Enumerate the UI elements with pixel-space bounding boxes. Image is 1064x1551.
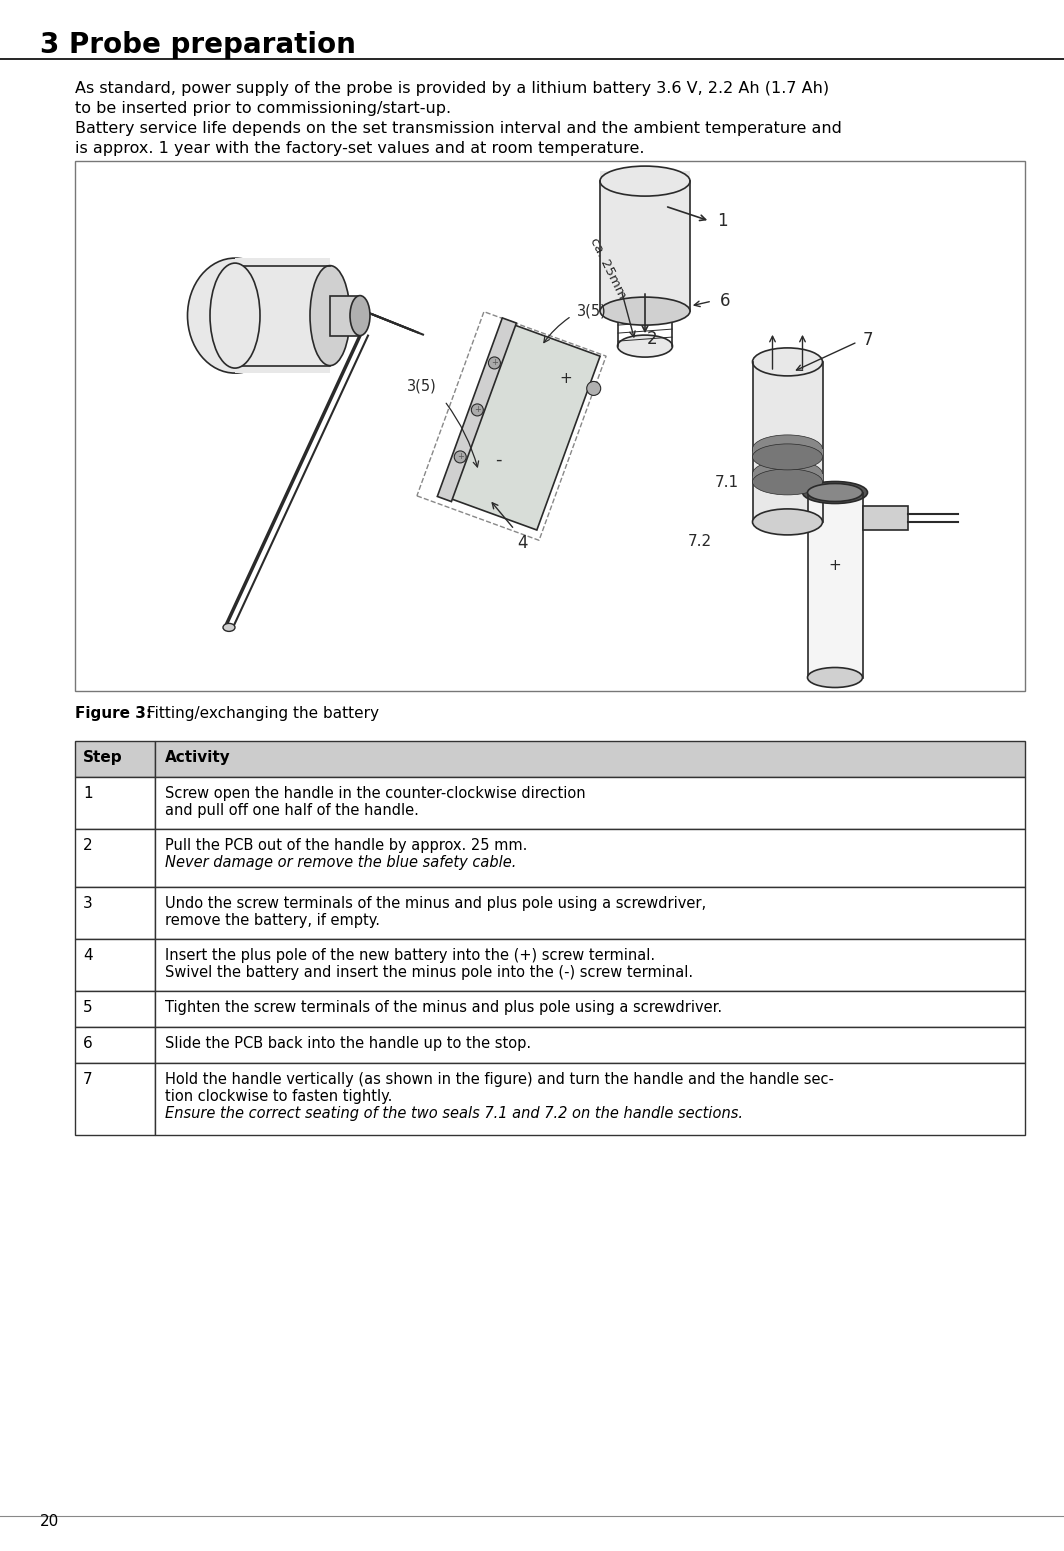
Text: +: + xyxy=(473,405,481,414)
Text: 7: 7 xyxy=(83,1072,93,1087)
Polygon shape xyxy=(437,318,516,501)
Bar xyxy=(808,493,863,678)
Ellipse shape xyxy=(752,444,822,470)
Ellipse shape xyxy=(802,481,867,504)
Text: remove the battery, if empty.: remove the battery, if empty. xyxy=(165,914,380,927)
Bar xyxy=(74,777,155,828)
Bar xyxy=(74,991,155,1027)
Text: Hold the handle vertically (as shown in the figure) and turn the handle and the : Hold the handle vertically (as shown in … xyxy=(165,1072,834,1087)
Text: Battery service life depends on the set transmission interval and the ambient te: Battery service life depends on the set … xyxy=(74,121,842,157)
Text: Ensure the correct seating of the two seals 7.1 and 7.2 on the handle sections.: Ensure the correct seating of the two se… xyxy=(165,1106,743,1121)
Text: +: + xyxy=(456,453,464,461)
Text: Step: Step xyxy=(83,751,122,765)
Bar xyxy=(74,741,155,777)
Text: 5: 5 xyxy=(83,1000,93,1014)
Circle shape xyxy=(454,451,466,462)
Text: Pull the PCB out of the handle by approx. 25 mm.: Pull the PCB out of the handle by approx… xyxy=(165,838,528,853)
Text: Slide the PCB back into the handle up to the stop.: Slide the PCB back into the handle up to… xyxy=(165,1036,531,1052)
Bar xyxy=(74,1062,155,1135)
Bar xyxy=(752,475,822,482)
Ellipse shape xyxy=(752,509,822,535)
Text: -: - xyxy=(495,451,501,468)
Text: As standard, power supply of the probe is provided by a lithium battery 3.6 V, 2: As standard, power supply of the probe i… xyxy=(74,81,829,116)
Ellipse shape xyxy=(617,335,672,357)
Circle shape xyxy=(471,403,483,416)
Bar xyxy=(752,361,822,521)
Text: Never damage or remove the blue safety cable.: Never damage or remove the blue safety c… xyxy=(165,855,516,870)
Bar xyxy=(74,938,155,991)
Bar xyxy=(752,448,822,458)
Ellipse shape xyxy=(187,257,283,374)
Text: 6: 6 xyxy=(720,292,731,310)
Text: +: + xyxy=(560,371,571,386)
Circle shape xyxy=(586,382,601,396)
Bar xyxy=(155,828,1025,887)
Bar xyxy=(74,161,1025,692)
Bar xyxy=(155,1062,1025,1135)
Text: and pull off one half of the handle.: and pull off one half of the handle. xyxy=(165,803,419,817)
Text: 1: 1 xyxy=(83,786,93,800)
Ellipse shape xyxy=(752,468,822,495)
Text: +: + xyxy=(829,557,842,572)
Text: ca. 25mm: ca. 25mm xyxy=(587,236,629,301)
Text: Screw open the handle in the counter-clockwise direction: Screw open the handle in the counter-clo… xyxy=(165,786,585,800)
Ellipse shape xyxy=(752,434,822,462)
Text: 1: 1 xyxy=(717,212,728,230)
Bar xyxy=(863,506,908,529)
Bar xyxy=(155,1027,1025,1062)
Text: 2: 2 xyxy=(647,330,658,347)
Text: 4: 4 xyxy=(83,948,93,963)
Text: +: + xyxy=(491,358,498,368)
Text: Undo the screw terminals of the minus and plus pole using a screwdriver,: Undo the screw terminals of the minus an… xyxy=(165,896,706,910)
Polygon shape xyxy=(443,323,600,530)
Text: 3(5): 3(5) xyxy=(577,304,606,318)
Text: 7: 7 xyxy=(863,330,872,349)
Ellipse shape xyxy=(310,265,350,366)
Ellipse shape xyxy=(223,624,235,631)
Text: 3: 3 xyxy=(83,896,93,910)
Ellipse shape xyxy=(752,347,822,375)
Text: 7.1: 7.1 xyxy=(715,475,739,490)
Text: 3(5): 3(5) xyxy=(406,378,436,394)
Text: 7.2: 7.2 xyxy=(687,535,712,549)
Bar xyxy=(74,828,155,887)
Text: 2: 2 xyxy=(83,838,93,853)
Bar xyxy=(155,777,1025,828)
Text: Tighten the screw terminals of the minus and plus pole using a screwdriver.: Tighten the screw terminals of the minus… xyxy=(165,1000,722,1014)
Bar xyxy=(330,296,360,335)
Bar xyxy=(155,741,1025,777)
Text: 6: 6 xyxy=(83,1036,93,1052)
Bar xyxy=(235,257,330,372)
Ellipse shape xyxy=(752,461,822,489)
Bar xyxy=(74,887,155,938)
Bar xyxy=(155,938,1025,991)
Ellipse shape xyxy=(350,296,370,335)
Text: Insert the plus pole of the new battery into the (+) screw terminal.: Insert the plus pole of the new battery … xyxy=(165,948,655,963)
Bar xyxy=(155,991,1025,1027)
Text: Figure 3:: Figure 3: xyxy=(74,706,152,721)
Text: 20: 20 xyxy=(40,1514,60,1529)
Text: tion clockwise to fasten tightly.: tion clockwise to fasten tightly. xyxy=(165,1089,393,1104)
Text: Fitting/exchanging the battery: Fitting/exchanging the battery xyxy=(147,706,379,721)
Bar xyxy=(155,887,1025,938)
Text: 4: 4 xyxy=(517,535,528,552)
Bar xyxy=(74,1027,155,1062)
Bar xyxy=(600,171,689,312)
Ellipse shape xyxy=(808,667,863,687)
Circle shape xyxy=(488,357,500,369)
Text: Swivel the battery and insert the minus pole into the (-) screw terminal.: Swivel the battery and insert the minus … xyxy=(165,965,693,980)
Text: Activity: Activity xyxy=(165,751,231,765)
Ellipse shape xyxy=(600,298,689,326)
Ellipse shape xyxy=(808,484,863,501)
Text: 3 Probe preparation: 3 Probe preparation xyxy=(40,31,355,59)
Ellipse shape xyxy=(210,264,260,368)
Ellipse shape xyxy=(600,166,689,195)
